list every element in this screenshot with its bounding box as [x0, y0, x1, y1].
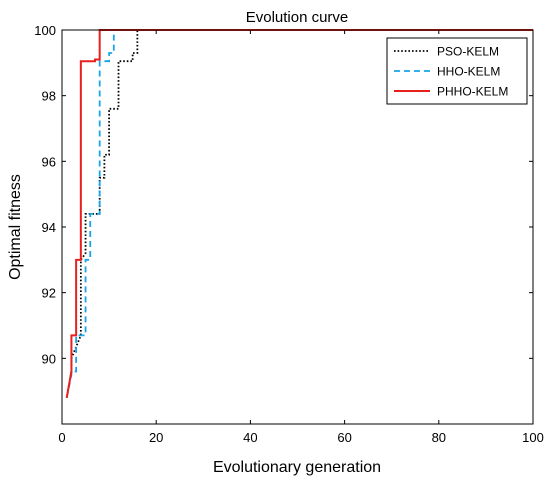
y-tick-label: 100	[34, 23, 56, 38]
plot-layer	[65, 29, 533, 398]
legend-label-pso-kelm: PSO-KELM	[437, 45, 499, 59]
x-tick-label: 80	[432, 430, 446, 445]
y-tick-label: 96	[42, 154, 56, 169]
series-line-phho-kelm	[65, 29, 533, 398]
legend-label-phho-kelm: PHHO-KELM	[437, 85, 508, 99]
y-tick-label: 90	[42, 351, 56, 366]
chart-title: Evolution curve	[246, 9, 349, 26]
x-axis-label: Evolutionary generation	[213, 459, 381, 476]
y-tick-label: 94	[42, 220, 56, 235]
y-tick-label: 92	[42, 286, 56, 301]
x-tick-label: 0	[58, 430, 65, 445]
x-tick-label: 100	[522, 430, 544, 445]
x-tick-label: 40	[243, 430, 257, 445]
ticks-layer: 0 20 40 60 80 100 90 92 94 96 98 100	[34, 23, 544, 445]
legend-label-hho-kelm: HHO-KELM	[437, 65, 500, 79]
x-tick-label: 20	[149, 430, 163, 445]
y-axis-label: Optimal fitness	[7, 174, 24, 280]
legend-box	[386, 37, 528, 105]
legend: PSO-KELM HHO-KELM PHHO-KELM	[386, 37, 528, 105]
series-line-hho-kelm	[65, 29, 533, 398]
x-tick-label: 60	[337, 430, 351, 445]
y-tick-label: 98	[42, 89, 56, 104]
